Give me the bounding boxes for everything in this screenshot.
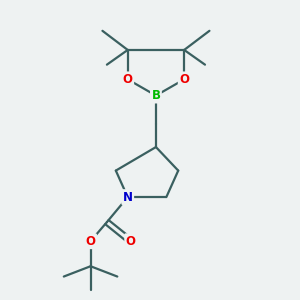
Text: N: N [123,190,133,204]
Text: O: O [126,235,136,248]
Text: O: O [123,73,133,86]
Text: O: O [85,235,96,248]
Text: B: B [152,89,160,102]
Text: O: O [179,73,189,86]
